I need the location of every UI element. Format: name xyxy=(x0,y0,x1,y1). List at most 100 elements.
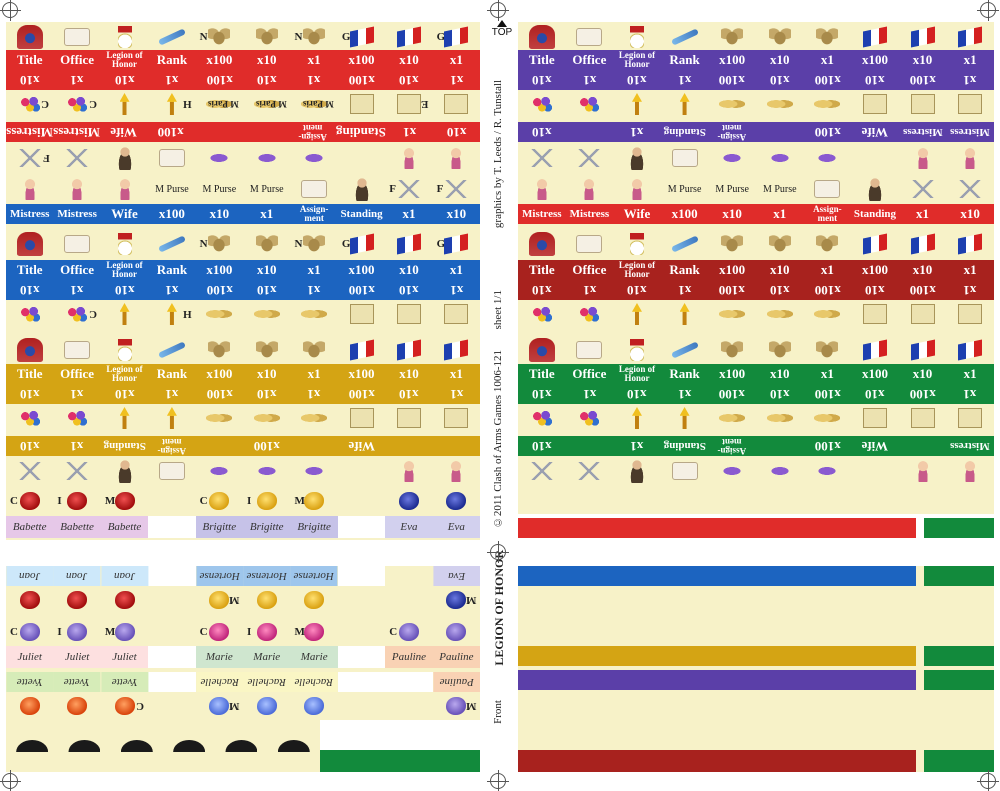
flipped-value: x100 xyxy=(909,283,936,298)
lady-name: Yvette xyxy=(53,672,101,692)
flipped-value: x10 xyxy=(114,387,135,402)
gazette-icon xyxy=(349,94,374,114)
value-label: x100 xyxy=(719,366,746,381)
coins-icon xyxy=(814,411,841,425)
purse-icons-row-r2 xyxy=(518,456,994,486)
rank-icons-row: N N G G xyxy=(6,24,480,50)
purse-icon xyxy=(206,465,233,477)
cell: N xyxy=(196,24,243,50)
purse-icon xyxy=(719,152,746,164)
legion-label: Legion of Honor xyxy=(618,260,656,279)
flipped-label: Wife xyxy=(861,439,889,454)
baton-icon xyxy=(157,28,186,46)
cell xyxy=(385,24,432,50)
lady-name: Joan xyxy=(100,566,149,586)
assignment-label: Assign-ment xyxy=(813,204,842,223)
swords-icon xyxy=(445,180,468,198)
bicorne-hat-icon xyxy=(16,740,49,752)
white-blank xyxy=(320,720,480,750)
flag-icon xyxy=(910,26,935,48)
coins-icon xyxy=(206,307,233,321)
letter-m: M xyxy=(294,495,305,507)
medal-icon xyxy=(629,233,644,255)
letter-e: E xyxy=(421,98,429,110)
blue-rank-strip: Title Office Legion of Honor Rank x100 x… xyxy=(6,260,480,300)
flipped-value: x1 xyxy=(70,73,84,88)
swords-icon xyxy=(578,462,601,480)
lady-icon xyxy=(963,460,978,482)
flipped-value: x1 xyxy=(582,387,596,402)
flipped-value: x10 xyxy=(256,283,277,298)
lady-icon xyxy=(117,178,132,200)
bicorne-hat-icon xyxy=(277,740,310,752)
game-title: LEGION OF HONOR xyxy=(492,550,506,666)
swords-icon xyxy=(397,180,420,198)
legion-label: Legion of Honor xyxy=(106,364,143,383)
ladies-roses-row: C I M C I M xyxy=(6,488,480,514)
flipped-value: x1 xyxy=(449,283,463,298)
torch-icon xyxy=(679,407,690,429)
title-label: Title xyxy=(528,366,555,381)
value-label: x1 xyxy=(307,262,321,277)
flipped-value: x1 xyxy=(307,73,321,88)
value-label: x10 xyxy=(770,262,790,277)
flag-icon xyxy=(958,26,983,48)
flipped-value: x10 xyxy=(114,283,135,298)
value-label: x10 xyxy=(912,262,933,277)
value-label: x1 xyxy=(963,262,977,277)
value-label: x100 xyxy=(719,262,746,277)
letter-i: I xyxy=(57,495,62,507)
lady-name: Marie xyxy=(195,646,244,668)
registration-mark-icon xyxy=(487,0,509,21)
gazette-icon xyxy=(862,408,887,428)
flag-icon xyxy=(444,339,469,361)
letter-m: M xyxy=(228,594,240,606)
flipped-value: x10 xyxy=(770,283,790,298)
wife-label: Wife xyxy=(111,206,138,221)
purse-icon xyxy=(814,152,841,164)
bicorne-hat-icon xyxy=(68,740,101,752)
cell xyxy=(243,24,290,50)
scroll-icon xyxy=(158,462,185,480)
bouquet-icon xyxy=(529,95,554,113)
purse-icon xyxy=(253,152,280,164)
value-label: x100 xyxy=(348,52,375,67)
bouquet-icon xyxy=(529,305,554,323)
coin-icons-row-r3 xyxy=(518,404,994,432)
rose-icon xyxy=(114,623,135,641)
value-label: x1 xyxy=(963,366,977,381)
side-label: Front xyxy=(492,700,504,724)
lady-icon xyxy=(70,178,85,200)
scroll-icon xyxy=(576,235,603,253)
purple-blank-bar xyxy=(518,670,916,690)
flipped-value: x100 xyxy=(719,73,746,88)
darkred-blank-bar xyxy=(518,750,916,772)
lady-icon xyxy=(629,178,644,200)
flipped-value: x1 xyxy=(963,73,977,88)
baton-icon xyxy=(157,341,186,359)
flag-icon xyxy=(349,339,374,361)
torch-icon xyxy=(166,93,177,115)
lady-name: Brigitte xyxy=(243,516,291,538)
flipped-value: x10 xyxy=(627,387,647,402)
lady-icon xyxy=(915,147,930,169)
lady-name: Juliet xyxy=(100,646,149,668)
baton-icon xyxy=(670,235,699,253)
scroll-icon xyxy=(671,149,698,167)
blank-counter-sheet xyxy=(518,566,994,772)
flipped-label: Mistress xyxy=(950,440,990,452)
flipped-value: x10 xyxy=(19,387,40,402)
torch-icon xyxy=(166,407,177,429)
flipped-label: x1 xyxy=(70,439,84,454)
letter-m: M Paris xyxy=(303,99,334,109)
purse-label: M Purse xyxy=(202,183,237,195)
gazette-icon xyxy=(862,304,887,324)
flipped-label: x1 xyxy=(630,439,644,454)
letter-g: G xyxy=(341,31,351,43)
cell: N xyxy=(290,24,337,50)
value-label: x10 xyxy=(256,366,277,381)
rose-icon xyxy=(304,591,325,609)
flipped-label: Wife xyxy=(110,125,138,140)
registration-mark-icon xyxy=(977,770,999,791)
rose-icon xyxy=(256,697,277,715)
